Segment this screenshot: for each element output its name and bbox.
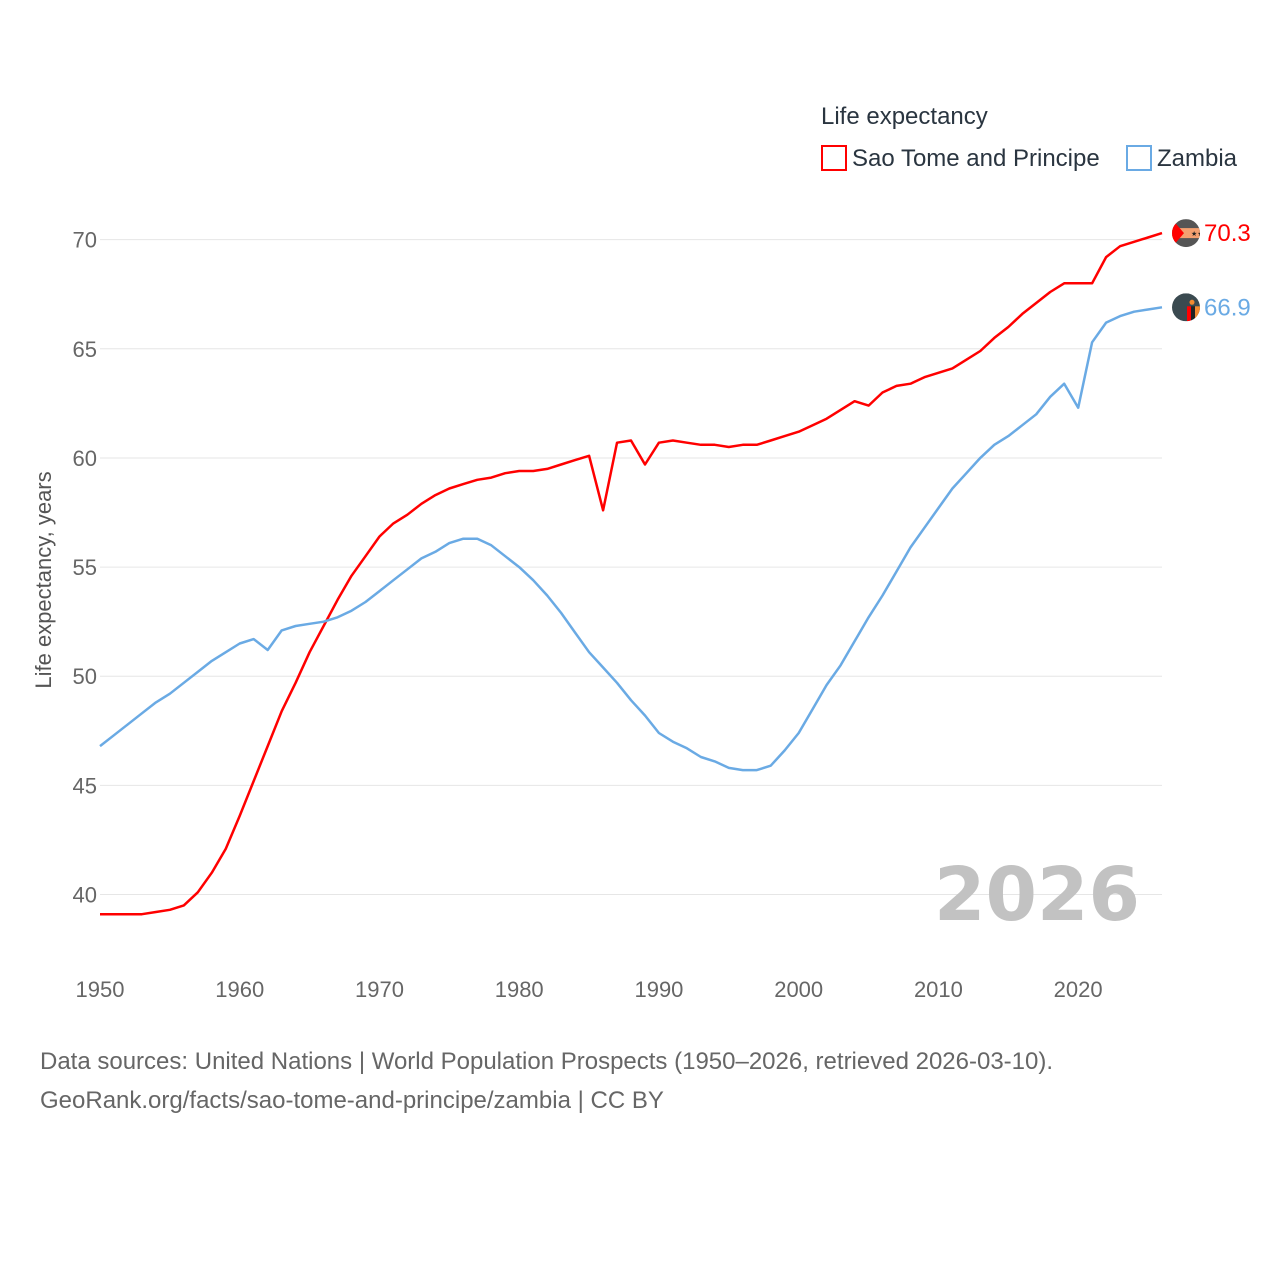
source-line-2: GeoRank.org/facts/sao-tome-and-principe/… [40, 1087, 664, 1114]
life-expectancy-chart: 40 45 50 55 60 65 70 1950 1960 1970 1980 1990 2000 2… [31, 103, 1251, 1002]
x-tick-label: 2010 [914, 977, 963, 1002]
year-watermark: 2026 [934, 852, 1140, 938]
legend-item-sao-tome-and-principe[interactable]: Sao Tome and Principe [821, 145, 1100, 172]
x-tick-label: 1990 [634, 977, 683, 1002]
y-tick-label: 55 [73, 555, 97, 580]
x-tick-label: 1950 [76, 977, 125, 1002]
sao-tome-and-principe-flag-icon: ★★ [1172, 219, 1204, 248]
y-axis-ticks: 40 45 50 55 60 65 70 [73, 228, 97, 908]
source-line-1: Data sources: United Nations | World Pop… [40, 1048, 1054, 1075]
y-tick-label: 45 [73, 773, 97, 798]
series-line-zambia [99, 306, 1163, 772]
end-value-label-zambia: 66.9 [1204, 294, 1251, 321]
x-tick-label: 2000 [774, 977, 823, 1002]
x-tick-label: 1980 [495, 977, 544, 1002]
svg-text:★★: ★★ [1191, 230, 1204, 238]
x-tick-label: 1960 [215, 977, 264, 1002]
legend-item-zambia[interactable]: Zambia [1126, 145, 1238, 172]
legend-swatch-sao-tome-and-principe [821, 145, 847, 171]
legend-swatch-zambia [1126, 145, 1152, 171]
y-axis-title: Life expectancy, years [31, 471, 56, 688]
x-tick-label: 2020 [1054, 977, 1103, 1002]
end-value-label-sao-tome-and-principe: 70.3 [1204, 220, 1251, 247]
source-credits: Data sources: United Nations | World Pop… [40, 1042, 1240, 1120]
x-tick-label: 1970 [355, 977, 404, 1002]
x-axis-ticks: 1950 1960 1970 1980 1990 2000 2010 2020 [76, 977, 1103, 1002]
y-tick-label: 70 [73, 228, 97, 253]
legend-title: Life expectancy [821, 103, 988, 130]
series-line-sao-tome-and-principe [100, 231, 1163, 916]
y-tick-label: 65 [73, 337, 97, 362]
y-tick-label: 50 [73, 664, 97, 689]
zambia-flag-icon [1172, 293, 1200, 322]
y-tick-label: 60 [73, 446, 97, 471]
legend-label-sao-tome-and-principe: Sao Tome and Principe [852, 145, 1100, 172]
gridlines [100, 239, 1162, 896]
legend-label-zambia: Zambia [1157, 145, 1238, 172]
y-tick-label: 40 [73, 883, 97, 908]
